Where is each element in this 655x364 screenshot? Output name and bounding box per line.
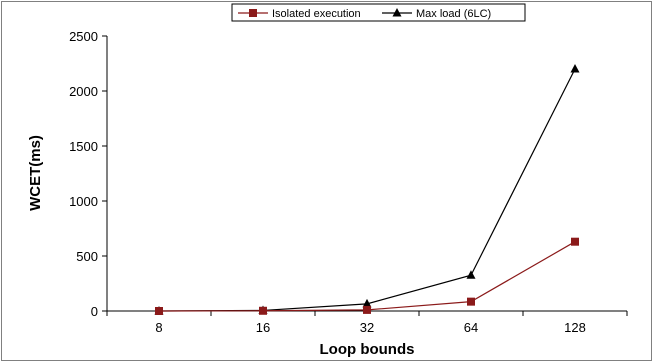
- x-tick-label: 128: [564, 320, 586, 335]
- y-axis-ticks: 0 500 1000 1500 2000 2500: [69, 29, 107, 319]
- x-tick-label: 32: [360, 320, 374, 335]
- y-tick-label: 1500: [69, 139, 98, 154]
- legend-marker-triangle: [392, 8, 402, 17]
- x-tick-label: 16: [256, 320, 270, 335]
- x-axis-ticks: 8 16 32 64 128: [106, 311, 628, 335]
- series-line-maxload: [158, 68, 576, 312]
- series-layer: [154, 64, 580, 315]
- data-point-isolated: [467, 297, 475, 306]
- data-point-isolated: [259, 306, 267, 315]
- y-tick-label: 2000: [69, 84, 98, 99]
- data-point-maxload: [570, 64, 580, 73]
- legend: Isolated execution Max load (6LC): [231, 3, 526, 22]
- data-point-isolated: [571, 237, 579, 246]
- data-point-maxload: [362, 298, 372, 308]
- data-point-maxload: [466, 270, 476, 279]
- legend-label-maxload: Max load (6LC): [416, 8, 491, 20]
- data-point-isolated: [363, 305, 371, 314]
- y-tick-label: 2500: [69, 29, 98, 44]
- y-tick-label: 0: [91, 304, 98, 319]
- x-tick-label: 8: [155, 320, 162, 335]
- y-tick-label: 1000: [69, 194, 98, 209]
- legend-box: [231, 3, 526, 22]
- x-tick-label: 64: [464, 320, 478, 335]
- y-axis-title: WCET(ms): [27, 135, 44, 211]
- data-point-isolated: [155, 307, 163, 315]
- legend-marker-square: [249, 9, 257, 17]
- legend-label-isolated: Isolated execution: [272, 8, 361, 20]
- x-axis-title: Loop bounds: [320, 341, 415, 358]
- y-tick-label: 500: [76, 249, 98, 264]
